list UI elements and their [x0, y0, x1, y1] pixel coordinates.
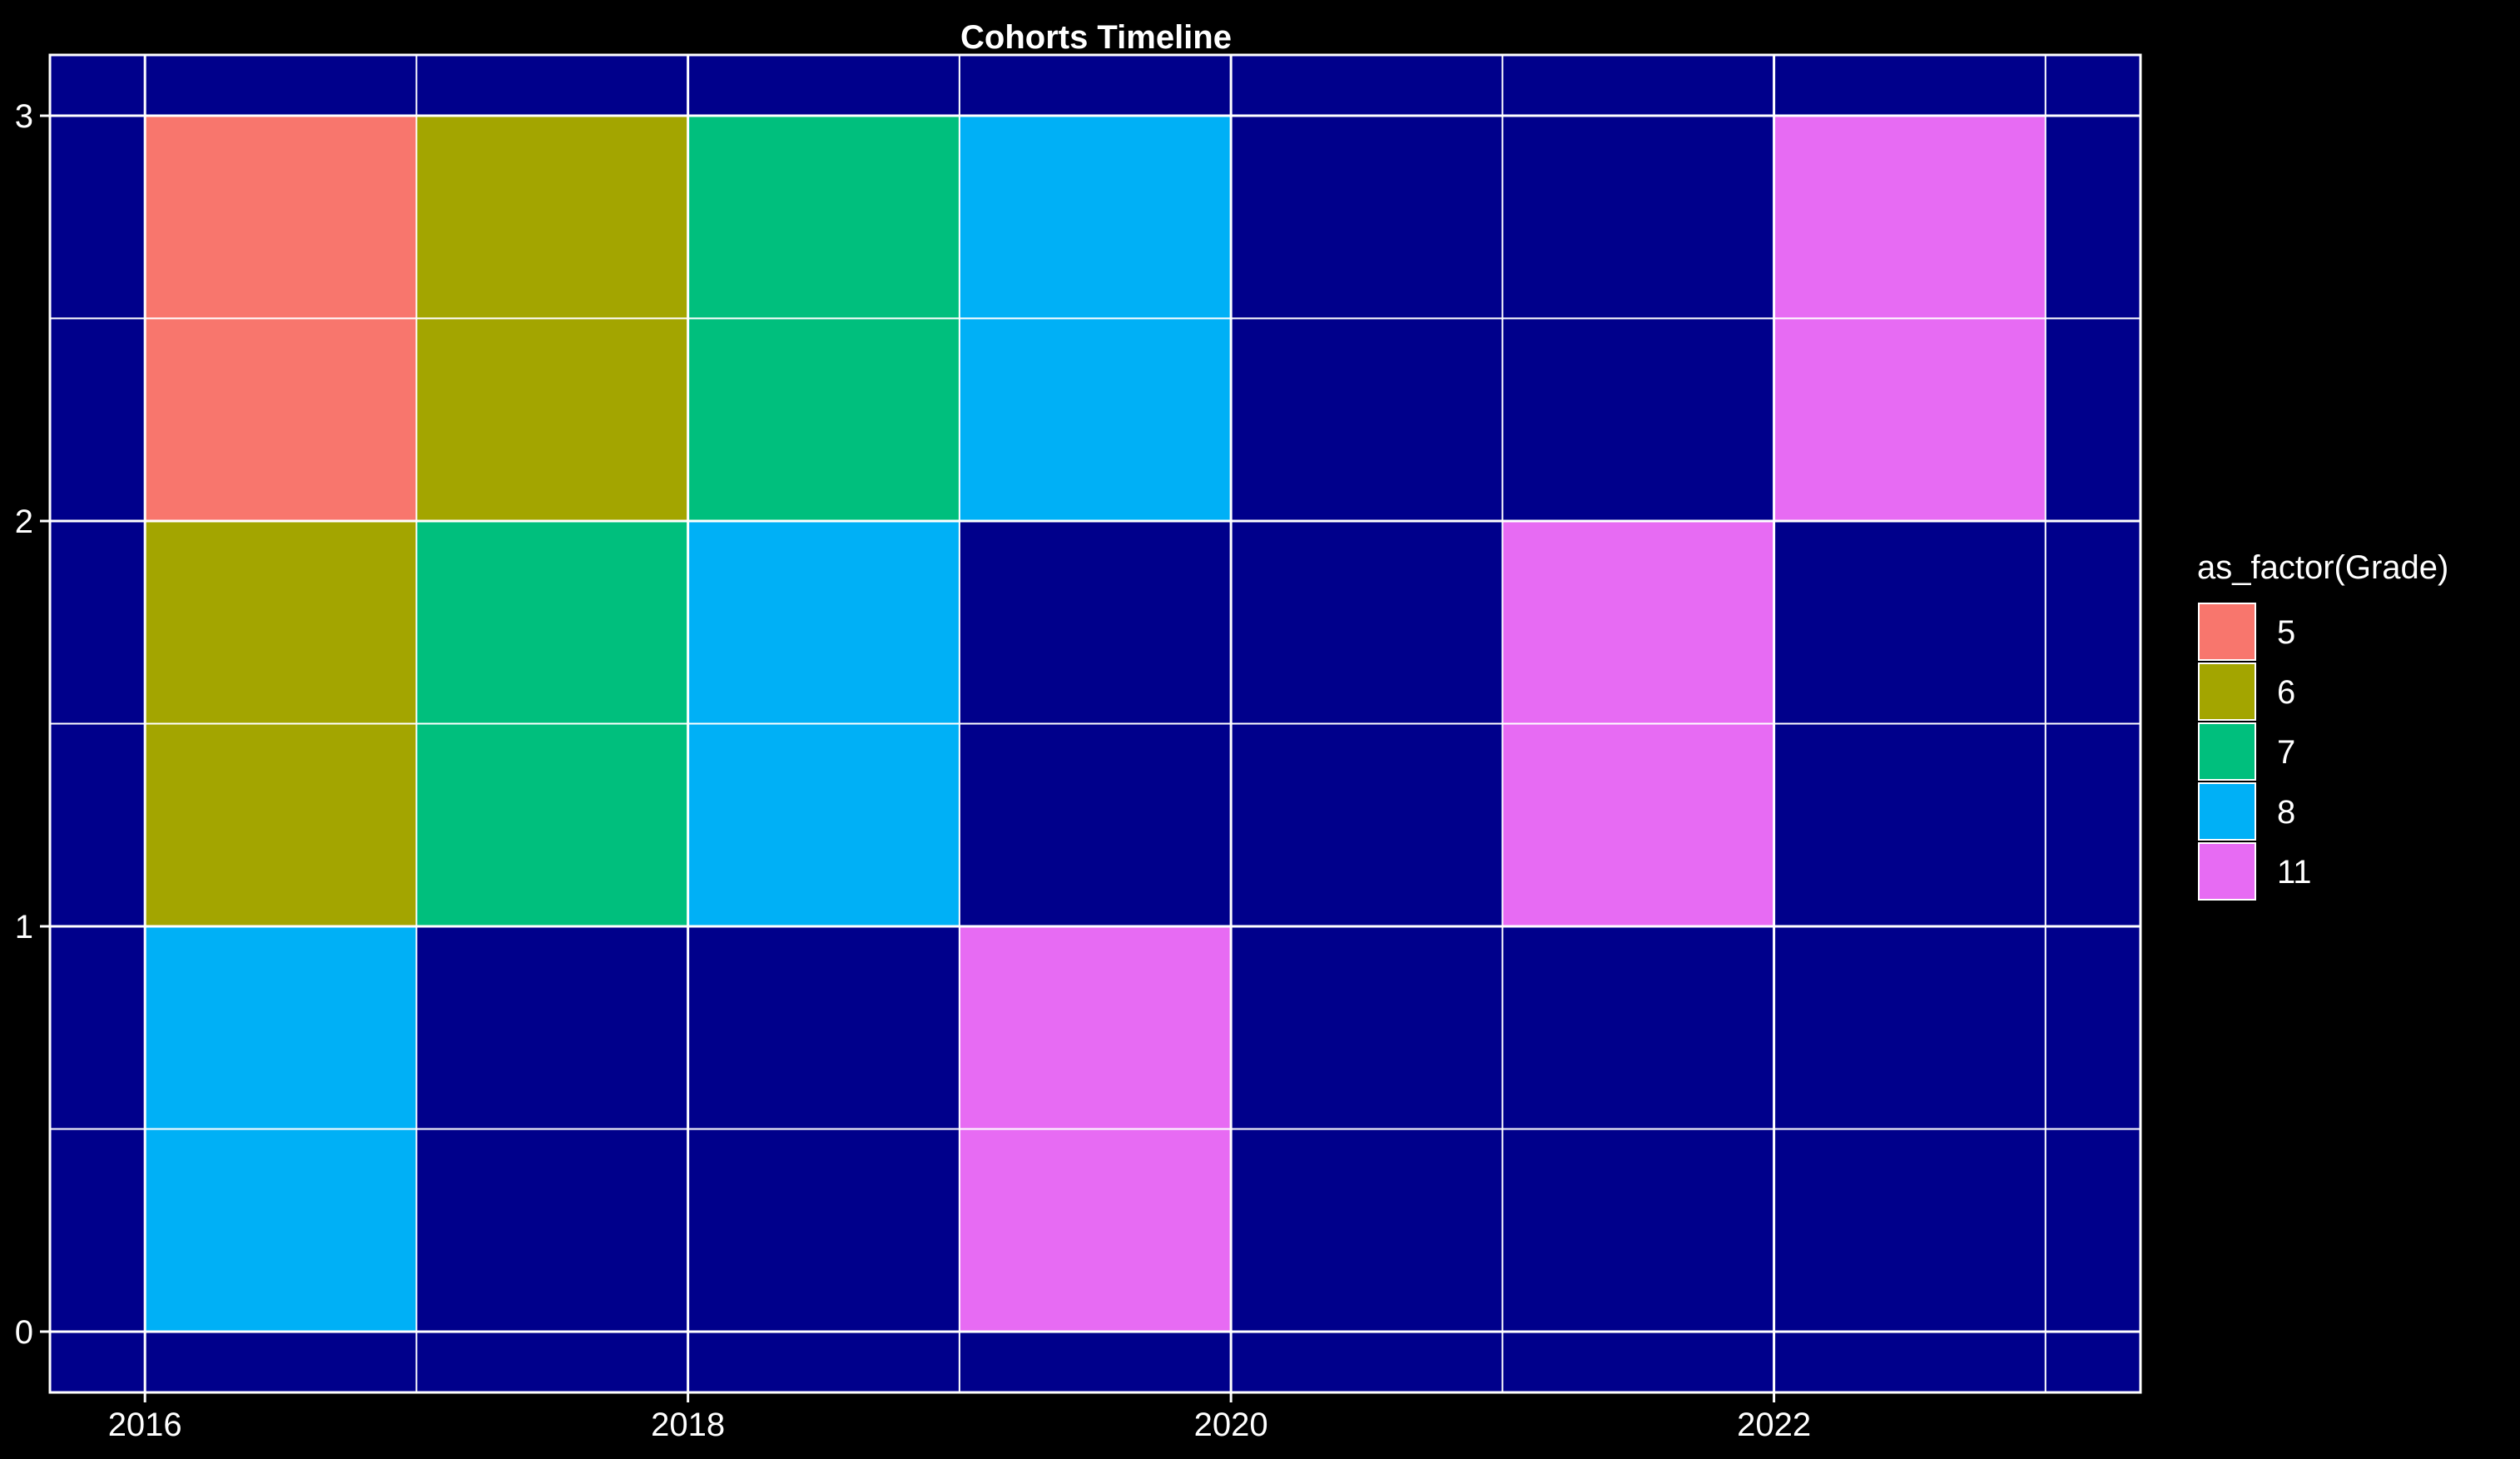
y-tick-label: 3: [15, 98, 33, 135]
panel-border: [48, 53, 2142, 1394]
x-tick-label: 2016: [108, 1407, 182, 1443]
grid-layer: [48, 53, 2142, 1394]
x-tick-label: 2020: [1194, 1407, 1268, 1443]
legend-key-8: [2198, 782, 2256, 841]
chart-title: Cohorts Timeline: [960, 19, 1232, 56]
legend-key-6: [2198, 663, 2256, 721]
legend-label-11: 11: [2277, 854, 2312, 891]
legend-items: 5 6 7 8 11: [2198, 603, 2312, 901]
y-tick-label: 1: [15, 909, 33, 945]
y-tick-label: 0: [15, 1314, 33, 1351]
x-tick-label: 2022: [1737, 1407, 1811, 1443]
legend-key-5: [2198, 603, 2256, 661]
legend-key-11: [2198, 842, 2256, 901]
legend-label-5: 5: [2277, 614, 2295, 651]
legend: as_factor(Grade) 5 6 7 8 11: [2197, 549, 2448, 901]
legend-label-6: 6: [2277, 674, 2295, 711]
legend-key-7: [2198, 722, 2256, 781]
legend-label-7: 7: [2277, 734, 2295, 771]
y-tick-label: 2: [15, 504, 33, 540]
legend-title: as_factor(Grade): [2197, 549, 2448, 586]
x-tick-label: 2018: [651, 1407, 725, 1443]
axis-layer: 2016 2018 2020 2022 0 1 2 3: [15, 98, 1811, 1443]
legend-label-8: 8: [2277, 794, 2295, 831]
